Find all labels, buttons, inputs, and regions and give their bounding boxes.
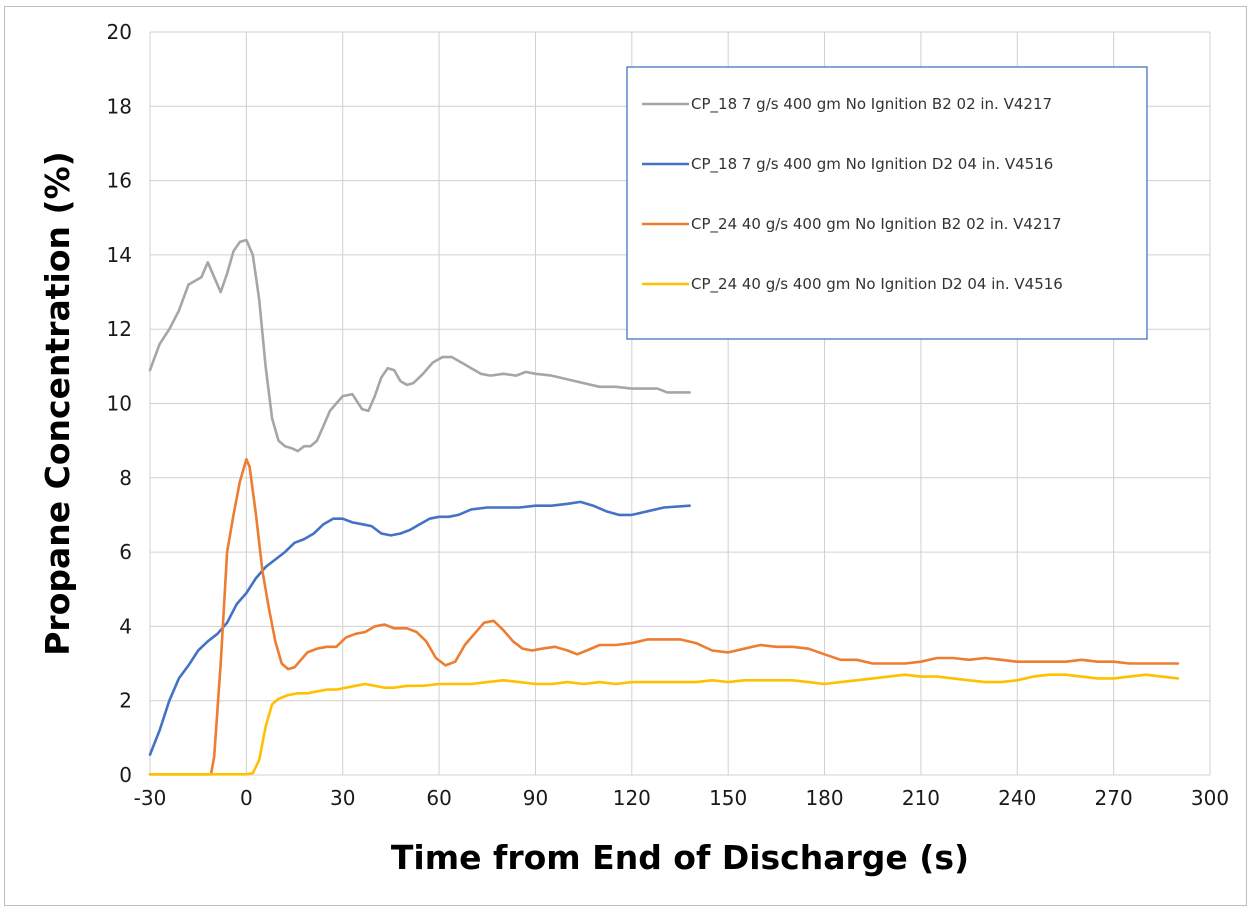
y-axis-title: Propane Concentration (%) xyxy=(38,151,77,656)
line-chart: -30 0 30 60 90 120 150 180 210 240 270 300 02468101… xyxy=(38,20,1229,877)
y-tick-label: 18 xyxy=(107,94,132,118)
y-tick-label: 2 xyxy=(119,689,132,713)
legend: CP_18 7 g/s 400 gm No Ignition B2 02 in.… xyxy=(626,66,1148,340)
x-tick-label: 150 xyxy=(709,786,747,810)
y-axis-ticks: 0 2 4 6 8 10 12 14 16 18 20 xyxy=(107,20,132,787)
x-tick-label: 0 xyxy=(240,786,253,810)
series-line-1 xyxy=(148,238,691,453)
x-axis-title: Time from End of Discharge (s) xyxy=(391,838,969,877)
y-tick-label: 20 xyxy=(107,20,132,44)
series-line-4 xyxy=(148,673,1180,776)
y-tick-label: 14 xyxy=(107,243,132,267)
chart-frame: -30 0 30 60 90 120 150 180 210 240 270 300 0 2 4 6 8 10 1… xyxy=(4,6,1247,906)
x-tick-label: 60 xyxy=(426,786,451,810)
x-tick-label: 180 xyxy=(805,786,843,810)
y-tick-label: 0 xyxy=(119,763,132,787)
x-tick-label: 240 xyxy=(998,786,1036,810)
legend-box xyxy=(626,66,1148,340)
x-tick-label: -30 xyxy=(134,786,167,810)
legend-label: CP_18 7 g/s 400 gm No Ignition B2 02 in.… xyxy=(691,95,1052,114)
y-tick-label: 10 xyxy=(107,392,132,416)
y-tick-label: 4 xyxy=(119,614,132,638)
y-tick-label: 16 xyxy=(107,169,132,193)
y-tick-label: 8 xyxy=(119,466,132,490)
series-line-2 xyxy=(148,500,691,756)
legend-label: CP_24 40 g/s 400 gm No Ignition D2 04 in… xyxy=(691,275,1063,294)
x-tick-label: 300 xyxy=(1191,786,1229,810)
y-tick-label: 12 xyxy=(107,317,132,341)
x-tick-label: 210 xyxy=(902,786,940,810)
x-tick-label: 270 xyxy=(1095,786,1133,810)
x-tick-label: 120 xyxy=(613,786,651,810)
x-tick-label: 90 xyxy=(523,786,548,810)
legend-label: CP_24 40 g/s 400 gm No Ignition B2 02 in… xyxy=(691,215,1062,234)
series-layer xyxy=(148,238,1180,776)
x-tick-label: 30 xyxy=(330,786,355,810)
y-tick-label: 6 xyxy=(119,540,132,564)
series-line-3 xyxy=(148,457,1180,776)
x-axis-ticks: -30 0 30 60 90 120 150 180 210 240 270 300 xyxy=(134,786,1229,810)
legend-label: CP_18 7 g/s 400 gm No Ignition D2 04 in.… xyxy=(691,155,1053,174)
